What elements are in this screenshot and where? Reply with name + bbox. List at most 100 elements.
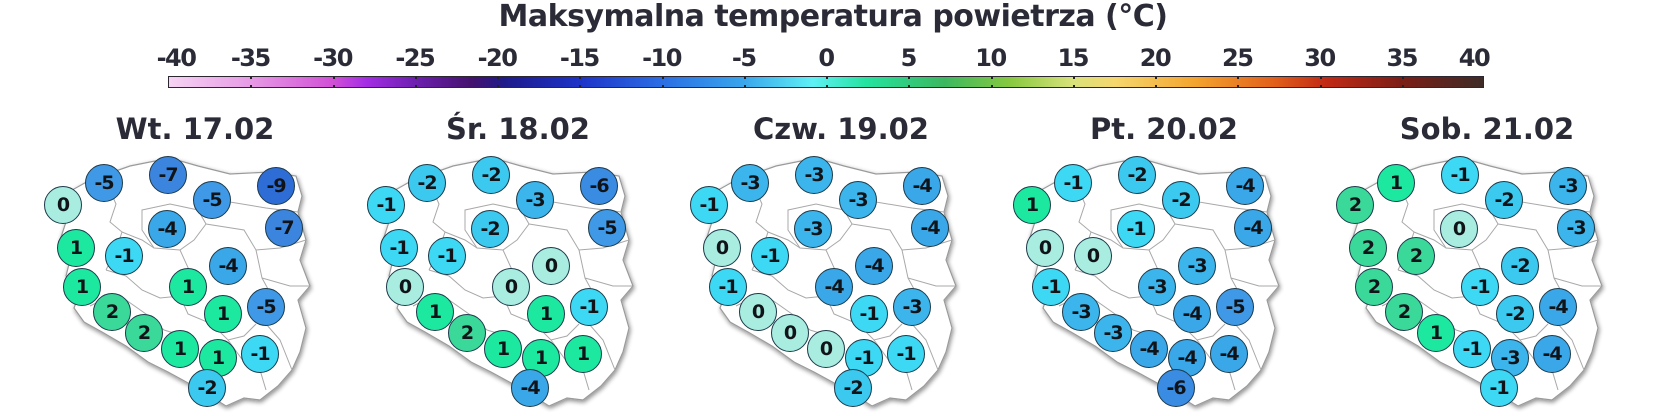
temperature-station-marker: -3 (1094, 314, 1132, 352)
temperature-station-marker: 0 (492, 268, 530, 306)
temperature-station-marker: -3 (839, 181, 877, 219)
temperature-station-marker: 0 (1074, 237, 1112, 275)
temperature-station-marker: 1 (1013, 186, 1051, 224)
temperature-station-marker: 1 (527, 295, 565, 333)
temperature-station-marker: -2 (408, 164, 446, 202)
colorbar-tick-mark (743, 77, 746, 87)
temperature-station-marker: -3 (1557, 209, 1595, 247)
temperature-station-marker: 0 (771, 314, 809, 352)
temperature-station-marker: -4 (815, 268, 853, 306)
temperature-station-marker: 1 (1417, 314, 1455, 352)
colorbar-tick-label: -5 (731, 44, 757, 72)
temperature-station-marker: -4 (511, 369, 549, 407)
temperature-station-marker: 0 (807, 330, 845, 368)
temperature-station-marker: -4 (209, 247, 247, 285)
temperature-station-marker: -1 (428, 237, 466, 275)
temperature-station-marker: -6 (580, 167, 618, 205)
temperature-station-marker: -3 (794, 210, 832, 248)
temperature-station-marker: -4 (1539, 288, 1577, 326)
day-title: Śr. 18.02 (446, 112, 590, 146)
temperature-station-marker: -5 (247, 288, 285, 326)
colorbar-tick-label: 15 (1057, 44, 1090, 72)
temperature-station-marker: -2 (471, 210, 509, 248)
temperature-station-marker: -4 (1533, 335, 1571, 373)
colorbar-tick-mark (1319, 77, 1322, 87)
colorbar-tick-mark (990, 77, 993, 87)
temperature-station-marker: -7 (265, 209, 303, 247)
temperature-station-marker: -2 (1501, 247, 1539, 285)
temperature-station-marker: 0 (532, 247, 570, 285)
temperature-station-marker: -1 (1441, 156, 1479, 194)
map-panel-1: Wt. 17.02 0 -5 -7 -5 -9 -4 -7 1 -1 -4 1 1 2 -5 1 2 1 1 -1 -2 (30, 100, 360, 416)
temperature-station-marker: -5 (588, 209, 626, 247)
temperature-station-marker: 2 (448, 314, 486, 352)
day-title: Pt. 20.02 (1090, 112, 1238, 146)
temperature-station-marker: 2 (1385, 293, 1423, 331)
colorbar-tick-mark (250, 77, 253, 87)
temperature-station-marker: -1 (1032, 268, 1070, 306)
colorbar-tick-mark (1401, 77, 1404, 87)
temperature-station-marker: 2 (1355, 268, 1393, 306)
temperature-station-marker: -3 (731, 164, 769, 202)
temperature-station-marker: -3 (795, 156, 833, 194)
temperature-station-marker: -5 (85, 164, 123, 202)
temperature-station-marker: -2 (472, 156, 510, 194)
temperature-station-marker: -1 (105, 237, 143, 275)
temperature-station-marker: 2 (1349, 229, 1387, 267)
temperature-station-marker: -5 (193, 181, 231, 219)
temperature-station-marker: -1 (380, 229, 418, 267)
colorbar-tick-mark (661, 77, 664, 87)
temperature-station-marker: 1 (57, 229, 95, 267)
map-panel-3: Czw. 19.02 -1 -3 -3 -3 -4 -3 -4 0 -1 -4 -1 -4 0 -3 -1 0 0… (676, 100, 1006, 416)
colorbar-tick-label: 30 (1304, 44, 1336, 72)
temperature-station-marker: 0 (1440, 210, 1478, 248)
colorbar-tick-label: 20 (1139, 44, 1172, 72)
temperature-station-marker: -4 (1168, 339, 1206, 377)
colorbar-tick-label: 10 (975, 44, 1007, 72)
temperature-station-marker: -2 (188, 369, 226, 407)
colorbar-tick-label: 5 (900, 44, 918, 72)
temperature-station-marker: 2 (1336, 186, 1374, 224)
temperature-station-marker: 2 (1397, 237, 1435, 275)
temperature-station-marker: 0 (1026, 229, 1064, 267)
temperature-station-marker: 1 (416, 293, 454, 331)
temperature-station-marker: 1 (63, 268, 101, 306)
colorbar-tick-mark (1237, 77, 1240, 87)
colorbar-tick-label: 0 (818, 44, 835, 72)
temperature-station-marker: -1 (367, 186, 405, 224)
temperature-station-marker: 0 (44, 186, 82, 224)
temperature-station-marker: -1 (709, 268, 747, 306)
temperature-station-marker: 1 (1377, 164, 1415, 202)
temperature-station-marker: -1 (1453, 330, 1491, 368)
colorbar-tick-labels: -40 -35 -30 -25 -20 -15 -10 -5 0 5 10 15 20 25 30 35 40 (0, 44, 1666, 74)
temperature-station-marker: -3 (1549, 167, 1587, 205)
temperature-station-marker: -1 (690, 186, 728, 224)
colorbar-tick-label: -40 (156, 44, 197, 72)
temperature-station-marker: -1 (887, 335, 925, 373)
temperature-station-marker: -1 (751, 237, 789, 275)
colorbar-tick-mark (826, 77, 828, 87)
temperature-station-marker: -1 (1480, 369, 1518, 407)
temperature-station-marker: -3 (516, 181, 554, 219)
temperature-station-marker: -1 (570, 288, 608, 326)
colorbar-tick-label: -30 (313, 44, 353, 72)
temperature-station-marker: 2 (125, 314, 163, 352)
temperature-station-marker: 1 (204, 295, 242, 333)
day-title: Wt. 17.02 (115, 112, 275, 146)
temperature-station-marker: -3 (1491, 339, 1529, 377)
temperature-station-marker: 1 (169, 268, 207, 306)
temperature-station-marker: -4 (148, 210, 186, 248)
temperature-station-marker: -4 (1210, 335, 1248, 373)
temperature-station-marker: -3 (1178, 247, 1216, 285)
temperature-station-marker: -6 (1157, 369, 1195, 407)
temperature-station-marker: -1 (1054, 164, 1092, 202)
temperature-station-marker: -4 (1226, 167, 1264, 205)
temperature-station-marker: -2 (834, 369, 872, 407)
temperature-station-marker: 0 (739, 293, 777, 331)
temperature-station-marker: 1 (484, 330, 522, 368)
temperature-station-marker: 0 (386, 268, 424, 306)
temperature-station-marker: -2 (1485, 181, 1523, 219)
temperature-station-marker: -4 (855, 247, 893, 285)
temperature-station-marker: -3 (1062, 293, 1100, 331)
colorbar-tick-label: 25 (1222, 44, 1254, 72)
